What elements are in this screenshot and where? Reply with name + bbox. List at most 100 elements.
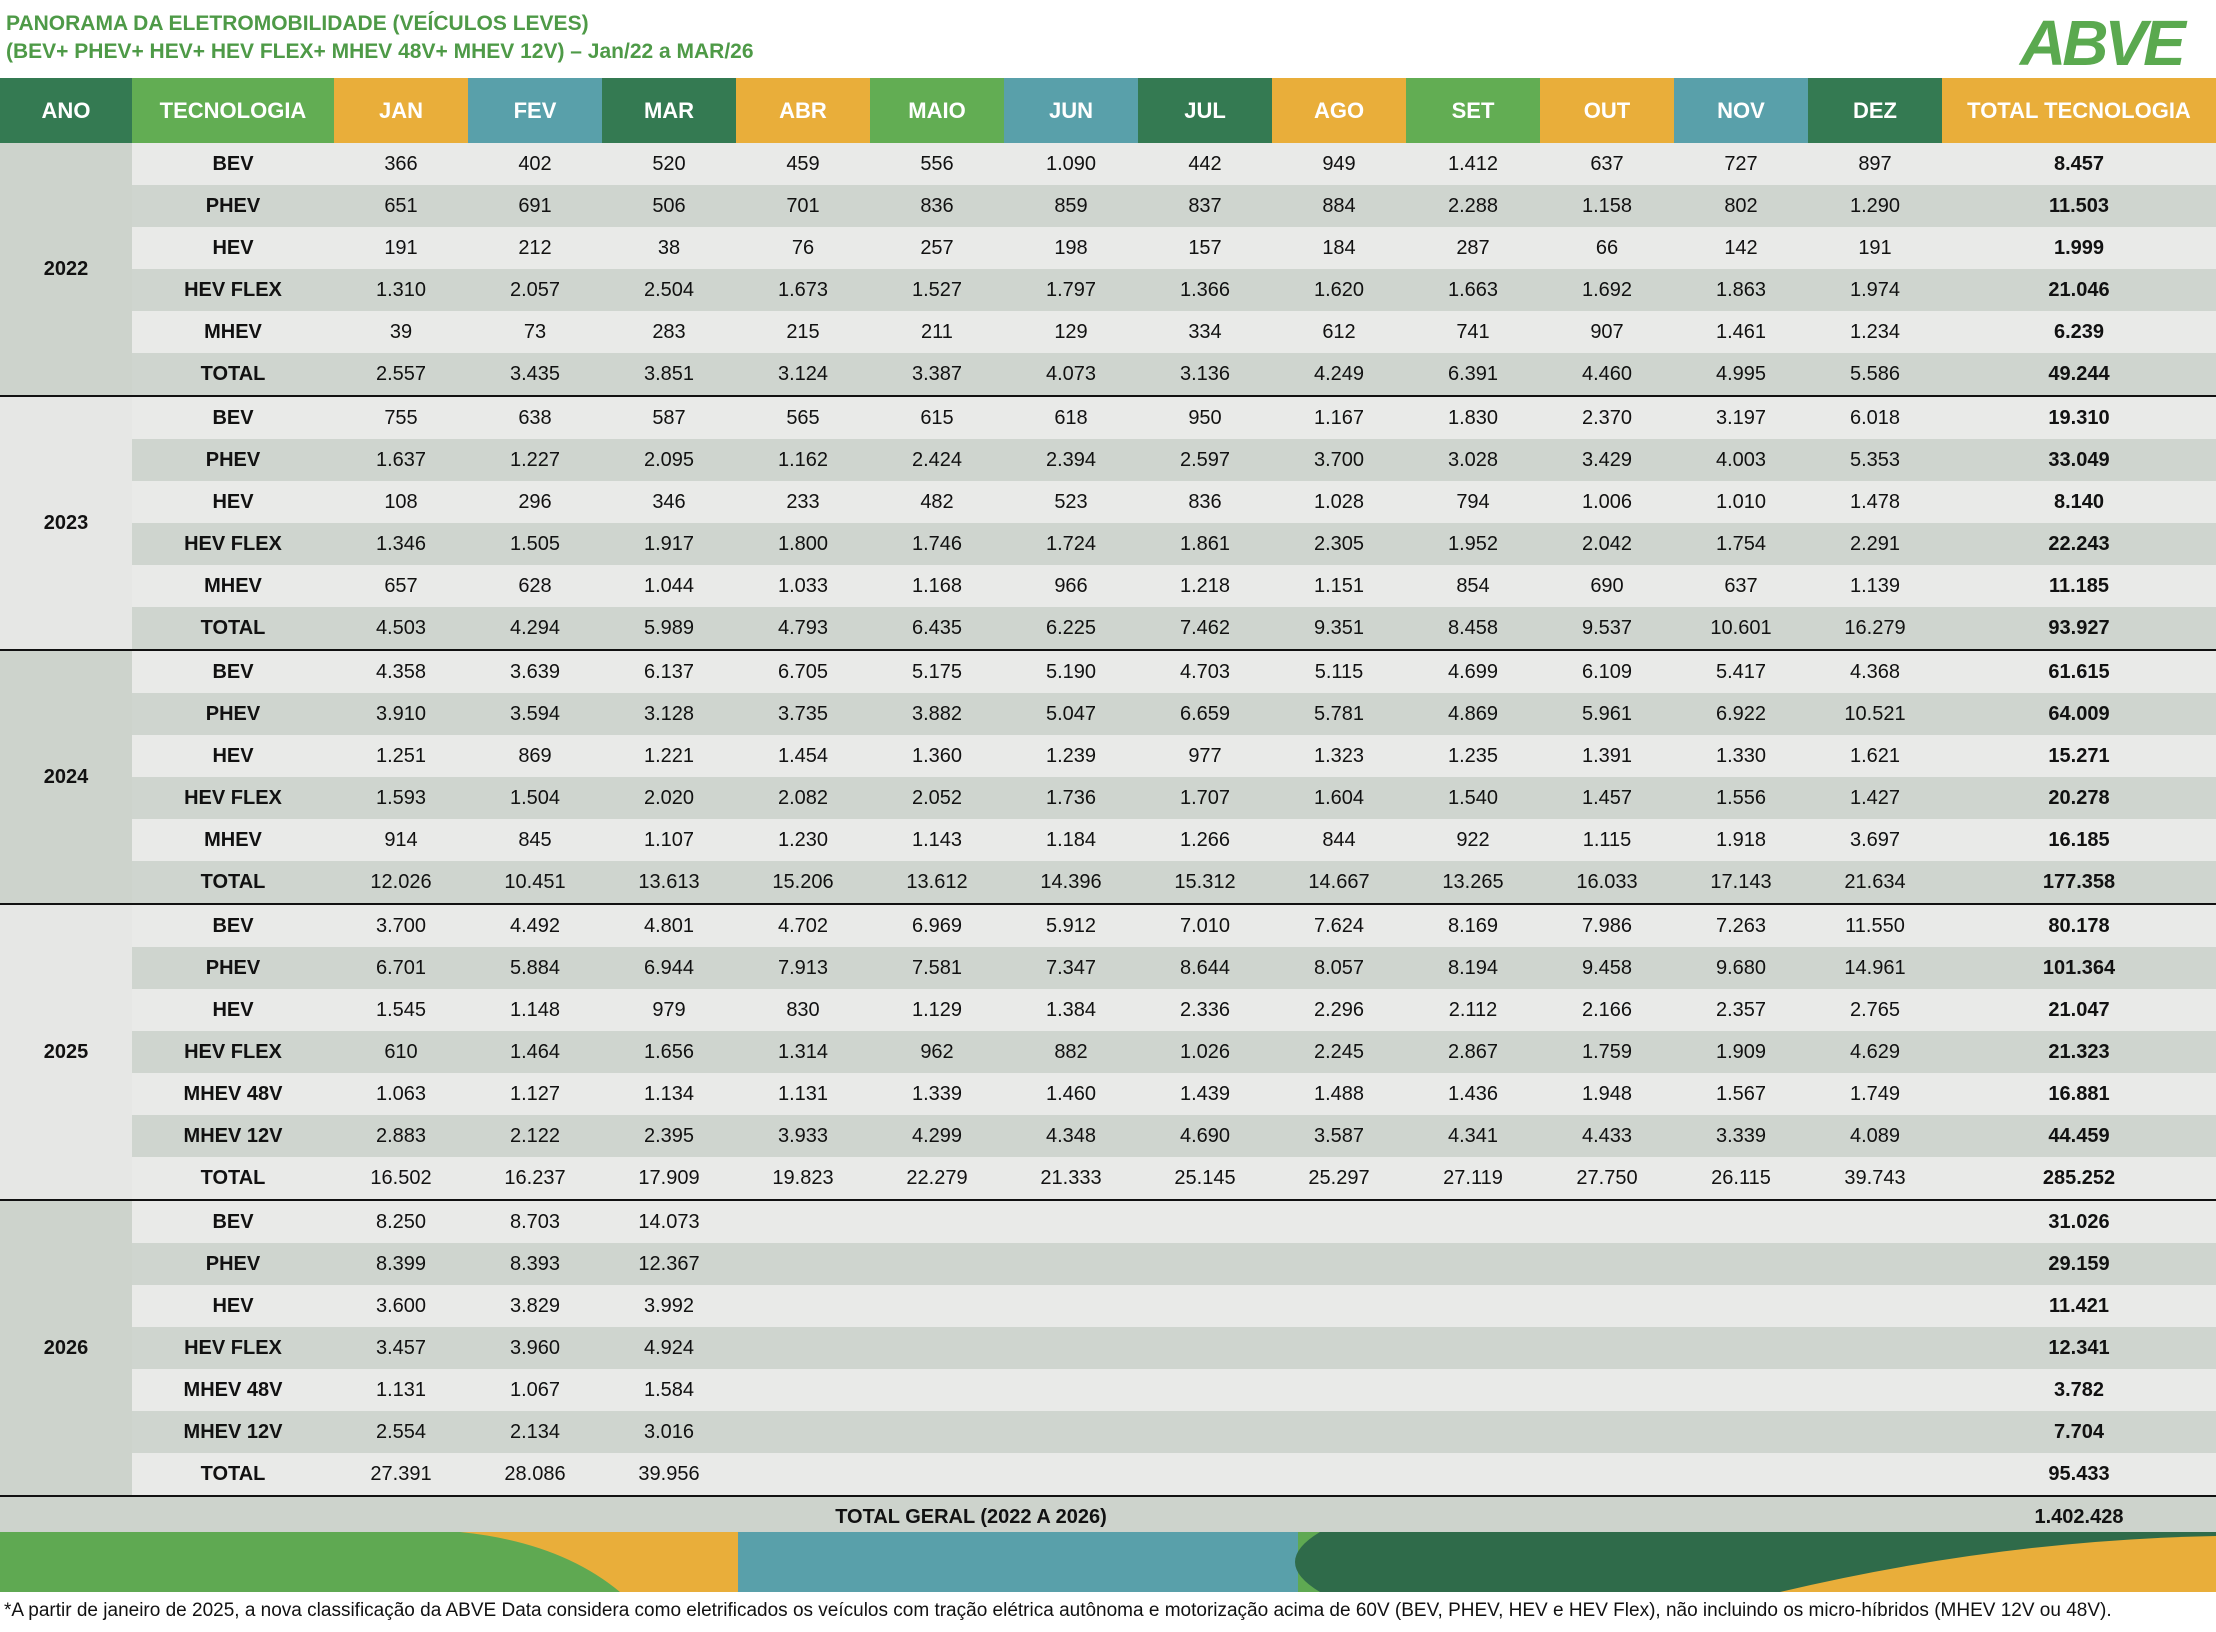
value-cell: 4.368 <box>1808 649 1942 693</box>
data-row: HEV FLEX 610 1.464 1.656 1.314 962 882 1.026 2.2… <box>0 1031 2216 1073</box>
column-header: MAR <box>602 78 736 143</box>
value-cell: 10.521 <box>1808 693 1942 735</box>
value-cell: 3.882 <box>870 693 1004 735</box>
empty-cell <box>1272 1453 1406 1496</box>
value-cell: 21.333 <box>1004 1157 1138 1200</box>
value-cell: 3.829 <box>468 1285 602 1327</box>
value-cell: 482 <box>870 481 1004 523</box>
empty-cell <box>1004 1327 1138 1369</box>
value-cell: 233 <box>736 481 870 523</box>
value-cell: 1.218 <box>1138 565 1272 607</box>
empty-cell <box>870 1243 1004 1285</box>
value-cell: 4.358 <box>334 649 468 693</box>
empty-cell <box>1674 1369 1808 1411</box>
value-cell: 1.505 <box>468 523 602 565</box>
value-cell: 38 <box>602 227 736 269</box>
column-header: OUT <box>1540 78 1674 143</box>
technology-cell: TOTAL <box>132 1157 334 1200</box>
data-row: HEV 3.600 3.829 3.992 11.421 <box>0 1285 2216 1327</box>
value-cell: 1.861 <box>1138 523 1272 565</box>
total-cell: 11.421 <box>1942 1285 2216 1327</box>
value-cell: 1.323 <box>1272 735 1406 777</box>
value-cell: 7.462 <box>1138 607 1272 650</box>
data-row: TOTAL 27.391 28.086 39.956 95.433 <box>0 1453 2216 1496</box>
technology-cell: TOTAL <box>132 1453 334 1496</box>
empty-cell <box>1004 1243 1138 1285</box>
value-cell: 2.336 <box>1138 989 1272 1031</box>
value-cell: 1.107 <box>602 819 736 861</box>
value-cell: 587 <box>602 395 736 439</box>
empty-cell <box>1406 1327 1540 1369</box>
value-cell: 1.454 <box>736 735 870 777</box>
value-cell: 1.457 <box>1540 777 1674 819</box>
column-header: TOTAL TECNOLOGIA <box>1942 78 2216 143</box>
value-cell: 5.417 <box>1674 649 1808 693</box>
empty-cell <box>1272 1243 1406 1285</box>
empty-cell <box>736 1285 870 1327</box>
empty-cell <box>736 1199 870 1243</box>
value-cell: 651 <box>334 185 468 227</box>
value-cell: 3.600 <box>334 1285 468 1327</box>
data-row: 2024 BEV 4.358 3.639 6.137 6.705 5.175 5.190 4.7… <box>0 649 2216 904</box>
total-cell: 8.140 <box>1942 481 2216 523</box>
value-cell: 1.464 <box>468 1031 602 1073</box>
logo: ABVE <box>2020 7 2186 79</box>
value-cell: 1.148 <box>468 989 602 1031</box>
value-cell: 1.127 <box>468 1073 602 1115</box>
empty-cell <box>736 1243 870 1285</box>
value-cell: 962 <box>870 1031 1004 1073</box>
value-cell: 4.249 <box>1272 353 1406 396</box>
data-row: HEV FLEX 1.346 1.505 1.917 1.800 1.746 1.724 1.… <box>0 523 2216 565</box>
value-cell: 565 <box>736 395 870 439</box>
value-cell: 1.488 <box>1272 1073 1406 1115</box>
year-cell: 2023 <box>0 395 132 650</box>
value-cell: 6.018 <box>1808 395 1942 439</box>
value-cell: 1.909 <box>1674 1031 1808 1073</box>
empty-cell <box>870 1285 1004 1327</box>
value-cell: 2.112 <box>1406 989 1540 1031</box>
value-cell: 854 <box>1406 565 1540 607</box>
empty-cell <box>1004 1285 1138 1327</box>
empty-cell <box>1406 1369 1540 1411</box>
value-cell: 836 <box>1138 481 1272 523</box>
value-cell: 6.435 <box>870 607 1004 650</box>
value-cell: 1.439 <box>1138 1073 1272 1115</box>
value-cell: 8.194 <box>1406 947 1540 989</box>
value-cell: 4.294 <box>468 607 602 650</box>
value-cell: 5.912 <box>1004 903 1138 947</box>
value-cell: 1.478 <box>1808 481 1942 523</box>
value-cell: 26.115 <box>1674 1157 1808 1200</box>
empty-cell <box>1004 1453 1138 1496</box>
value-cell: 2.883 <box>334 1115 468 1157</box>
value-cell: 1.131 <box>736 1073 870 1115</box>
empty-cell <box>1540 1285 1674 1327</box>
value-cell: 16.237 <box>468 1157 602 1200</box>
value-cell: 1.952 <box>1406 523 1540 565</box>
value-cell: 830 <box>736 989 870 1031</box>
value-cell: 3.136 <box>1138 353 1272 396</box>
value-cell: 506 <box>602 185 736 227</box>
value-cell: 741 <box>1406 311 1540 353</box>
data-row: 2023 BEV 755 638 587 565 615 618 950 1.167 1.830 2.… <box>0 395 2216 650</box>
empty-cell <box>1540 1369 1674 1411</box>
value-cell: 1.663 <box>1406 269 1540 311</box>
year-cell: 2024 <box>0 649 132 904</box>
empty-cell <box>1272 1327 1406 1369</box>
value-cell: 1.746 <box>870 523 1004 565</box>
value-cell: 1.797 <box>1004 269 1138 311</box>
value-cell: 3.992 <box>602 1285 736 1327</box>
value-cell: 7.010 <box>1138 903 1272 947</box>
value-cell: 5.989 <box>602 607 736 650</box>
value-cell: 6.922 <box>1674 693 1808 735</box>
value-cell: 1.090 <box>1004 143 1138 185</box>
value-cell: 1.917 <box>602 523 736 565</box>
value-cell: 690 <box>1540 565 1674 607</box>
technology-cell: MHEV 12V <box>132 1115 334 1157</box>
data-row: 2026 BEV 8.250 8.703 14.073 31.026 <box>0 1199 2216 1496</box>
value-cell: 869 <box>468 735 602 777</box>
column-header: NOV <box>1674 78 1808 143</box>
empty-cell <box>1808 1453 1942 1496</box>
value-cell: 523 <box>1004 481 1138 523</box>
value-cell: 1.673 <box>736 269 870 311</box>
value-cell: 129 <box>1004 311 1138 353</box>
